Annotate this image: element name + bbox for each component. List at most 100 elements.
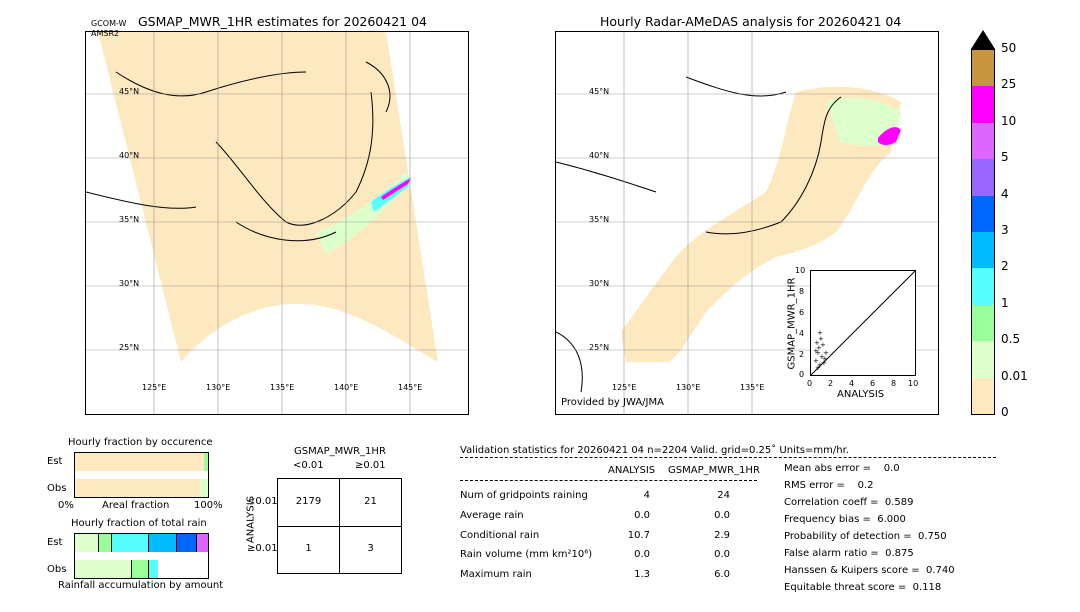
colorbar-extend-arrow: [971, 30, 995, 49]
colorbar-label: 50: [1001, 41, 1017, 55]
validation-row-a: 0.0: [634, 549, 650, 560]
validation-row-a: 0.0: [634, 510, 650, 521]
score-line: RMS error = 0.2: [784, 480, 874, 491]
validation-row-a: 1.3: [634, 569, 650, 580]
scatter-point: +: [815, 349, 821, 357]
contingency-cell: 3: [367, 543, 374, 554]
right-rain-heavy: [878, 127, 901, 145]
occurrence-obs-bar: [75, 479, 201, 497]
scatter-point: +: [818, 335, 824, 343]
validation-row-b: 24: [717, 490, 730, 501]
scatter-xtick: 8: [891, 379, 897, 388]
scatter-points: ++++++++++++++: [813, 329, 829, 372]
colorbar-segment: [972, 341, 994, 378]
validation-row-b: 2.9: [714, 530, 730, 541]
colorbar-label: 0.5: [1001, 332, 1021, 347]
left-coastlines: [86, 61, 391, 242]
scatter-point: +: [820, 341, 826, 349]
colorbar-label: 4: [1001, 186, 1009, 201]
left-lon-label: 135°E: [270, 383, 295, 392]
validation-row-label: Num of gridpoints raining: [460, 490, 588, 501]
validation-row-label: Maximum rain: [460, 569, 532, 580]
colorbar-segment: [972, 86, 994, 123]
occurrence-axis-right: 100%: [194, 500, 223, 511]
total-rain-row-obs: Obs: [47, 564, 67, 575]
validation-table-divider: [460, 480, 757, 481]
left-lat-label: 30°N: [119, 279, 140, 288]
left-lon-label: 145°E: [398, 383, 423, 392]
left-swath: [98, 32, 438, 362]
left-lat-label: 25°N: [119, 343, 140, 352]
score-line: Equitable threat score = 0.118: [784, 582, 942, 593]
right-lon-label: 125°E: [612, 383, 637, 392]
left-lon-label: 130°E: [206, 383, 231, 392]
colorbar-segment: [972, 195, 994, 233]
validation-row-b: 0.0: [714, 510, 730, 521]
contingency-row-header: <0.01: [247, 496, 278, 507]
scatter-ylabel: GSMAP_MWR_1HR: [786, 277, 798, 370]
occurrence-obs-rain: [200, 479, 208, 497]
sat-name: GCOM-W: [91, 19, 127, 28]
occurrence-row-obs: Obs: [47, 483, 67, 494]
colorbar-label: 5: [1001, 150, 1009, 165]
scatter-xtick: 6: [870, 379, 876, 388]
left-lon-label: 125°E: [142, 383, 167, 392]
total-rain-frame: [74, 533, 209, 579]
validation-row-a: 10.7: [627, 530, 650, 541]
validation-col-b: GSMAP_MWR_1HR: [668, 465, 760, 476]
colorbar-label: 2: [1001, 259, 1009, 274]
right-lat-label: 45°N: [589, 87, 610, 96]
scatter-point: +: [814, 339, 820, 347]
left-rain-heavy: [381, 178, 411, 200]
scatter-ytick: 6: [799, 308, 805, 317]
occurrence-est-rain: [204, 453, 208, 471]
colorbar-label: 0.01: [1001, 368, 1028, 383]
validation-row-b: 6.0: [714, 569, 730, 580]
validation-row-a: 4: [643, 490, 650, 501]
left-lat-label: 40°N: [119, 151, 140, 160]
occurrence-axis-mid: Areal fraction: [102, 500, 170, 511]
data-credit: Provided by JWA/JMA: [561, 397, 664, 408]
colorbar-segment: [972, 122, 994, 160]
validation-row-b: 0.0: [714, 549, 730, 560]
validation-divider: [460, 457, 996, 458]
contingency-cell: 1: [305, 543, 312, 554]
occurrence-row-est: Est: [47, 456, 63, 467]
total-rain-obs-bar: [75, 560, 158, 578]
scatter-point: +: [815, 364, 821, 372]
right-lat-label: 30°N: [589, 279, 610, 288]
contingency-cell: 2179: [295, 496, 322, 507]
occurrence-title: Hourly fraction by occurence: [68, 437, 213, 448]
scatter-xtick: 4: [849, 379, 855, 388]
scatter-ytick: 8: [799, 287, 805, 296]
scatter-xtick: 0: [807, 379, 813, 388]
scatter-ytick: 2: [799, 350, 805, 359]
right-lat-label: 25°N: [589, 343, 610, 352]
score-line: Mean abs error = 0.0: [784, 463, 900, 474]
right-lon-label: 135°E: [740, 383, 765, 392]
scatter-point: +: [819, 353, 825, 361]
left-map-svg: [86, 32, 468, 414]
scatter-inset: + + + + + + + + + + + + + +: [810, 270, 916, 376]
score-line: Probability of detection = 0.750: [784, 531, 947, 542]
occurrence-frame: [74, 452, 209, 498]
right-lat-label: 35°N: [589, 215, 610, 224]
left-lat-label: 35°N: [119, 215, 140, 224]
scatter-ytick: 0: [799, 370, 805, 379]
score-line: Frequency bias = 6.000: [784, 514, 906, 525]
validation-header: Validation statistics for 20260421 04 n=…: [460, 445, 849, 456]
colorbar-segment: [972, 304, 994, 342]
scatter-point: +: [821, 359, 827, 367]
left-map-title: GSMAP_MWR_1HR estimates for 20260421 04: [138, 14, 427, 29]
scatter-point: +: [813, 347, 819, 355]
total-rain-caption: Rainfall accumulation by amount: [58, 580, 224, 591]
left-grid: [86, 32, 468, 414]
colorbar-label: 0: [1001, 405, 1009, 419]
colorbar-label: 1: [1001, 295, 1009, 310]
left-lat-label: 45°N: [119, 87, 140, 96]
scatter-xtick: 2: [828, 379, 834, 388]
contingency-title: GSMAP_MWR_1HR: [294, 446, 386, 457]
scatter-point: +: [816, 344, 822, 352]
scatter-point: +: [813, 357, 819, 365]
total-rain-row-est: Est: [47, 537, 63, 548]
